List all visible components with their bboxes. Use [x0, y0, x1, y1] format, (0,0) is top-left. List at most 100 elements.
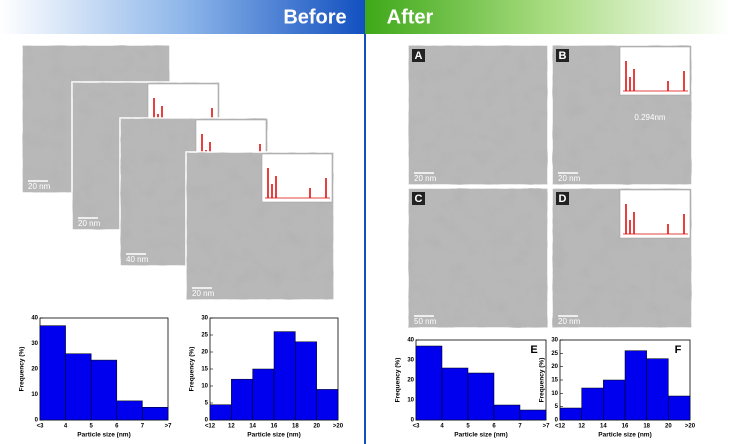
bar — [65, 353, 92, 421]
bar — [581, 387, 604, 421]
x-tick-label: <12 — [205, 424, 216, 430]
y-tick-label: 0 — [555, 418, 559, 424]
y-tick-label: 20 — [551, 364, 558, 370]
scale-text: 20 nm — [414, 174, 437, 183]
bar — [116, 400, 143, 421]
y-axis-label: Frequency (%) — [19, 347, 26, 392]
x-axis-label: Particle size (nm) — [77, 432, 130, 439]
y-tick-label: 10 — [201, 384, 208, 390]
y-tick-label: 10 — [31, 392, 38, 398]
scale-text: 20 nm — [192, 289, 215, 298]
x-tick-label: >7 — [165, 424, 173, 430]
x-tick-label: 7 — [141, 424, 145, 430]
y-tick-label: 30 — [407, 358, 414, 364]
lattice-text: 0.294nm — [634, 113, 665, 122]
bar — [252, 368, 275, 421]
bar — [295, 341, 317, 421]
x-tick-label: 20 — [313, 424, 320, 430]
panel-label: E — [530, 344, 537, 356]
bar — [231, 378, 253, 421]
panel-label: D — [559, 193, 567, 205]
y-tick-label: 5 — [555, 404, 559, 410]
bar — [624, 350, 647, 421]
y-tick-label: 30 — [201, 316, 208, 322]
bar — [668, 395, 691, 421]
y-tick-label: 25 — [551, 351, 558, 357]
bar — [209, 404, 232, 421]
x-tick-label: <12 — [555, 424, 566, 430]
panel-label-bg — [556, 192, 569, 205]
x-tick-label: 16 — [271, 424, 278, 430]
after-banner — [365, 0, 730, 34]
tem-image — [408, 188, 548, 328]
scale-text: 40 nm — [126, 255, 149, 264]
bar — [493, 404, 521, 421]
bar — [316, 389, 339, 421]
y-tick-label: 20 — [201, 350, 208, 356]
x-axis-label: Particle size (nm) — [247, 432, 300, 439]
x-tick-label: 16 — [622, 424, 629, 430]
x-tick-label: 18 — [292, 424, 299, 430]
scale-text: 20 nm — [558, 174, 581, 183]
y-axis-label: Frequency (%) — [539, 358, 546, 403]
y-tick-label: 30 — [551, 338, 558, 344]
x-tick-label: 4 — [440, 424, 444, 430]
x-tick-label: 12 — [578, 424, 585, 430]
panel-label: B — [559, 50, 567, 62]
panel-label-bg — [412, 192, 425, 205]
y-tick-label: 30 — [31, 341, 38, 347]
x-axis-label: Particle size (nm) — [598, 432, 651, 439]
bar — [142, 407, 169, 421]
x-tick-label: >7 — [543, 424, 551, 430]
bar — [90, 359, 118, 421]
y-tick-label: 25 — [201, 333, 208, 339]
scale-text: 20 nm — [78, 219, 101, 228]
bar — [603, 379, 626, 421]
scale-text: 20 nm — [28, 182, 51, 191]
bar — [467, 372, 495, 421]
y-tick-label: 20 — [407, 378, 414, 384]
eds-inset — [619, 46, 691, 96]
panel-label-bg — [556, 49, 569, 62]
x-tick-label: 6 — [492, 424, 496, 430]
y-tick-label: 0 — [411, 418, 415, 424]
panel-label: A — [415, 50, 423, 62]
before-banner — [0, 0, 365, 34]
y-tick-label: 15 — [551, 378, 558, 384]
y-tick-label: 10 — [407, 398, 414, 404]
y-tick-label: 15 — [201, 367, 208, 373]
bar — [39, 325, 66, 421]
x-tick-label: 5 — [90, 424, 94, 430]
after-title: After — [387, 6, 434, 28]
x-tick-label: <3 — [413, 424, 421, 430]
bar — [646, 358, 669, 421]
x-tick-label: 14 — [249, 424, 256, 430]
y-tick-label: 40 — [31, 316, 38, 322]
x-tick-label: >20 — [685, 424, 696, 430]
eds-inset — [619, 189, 691, 239]
before-title: Before — [283, 6, 346, 28]
bar — [415, 345, 443, 421]
bar — [519, 409, 547, 421]
y-tick-label: 20 — [31, 367, 38, 373]
x-tick-label: 18 — [643, 424, 650, 430]
tem-image — [408, 45, 548, 185]
eds-inset — [261, 153, 333, 203]
y-tick-label: 5 — [205, 401, 209, 407]
bar — [559, 407, 582, 421]
scale-text: 50 nm — [414, 317, 437, 326]
x-tick-label: 6 — [115, 424, 119, 430]
x-tick-label: 4 — [64, 424, 68, 430]
y-tick-label: 0 — [205, 418, 209, 424]
y-axis-label: Frequency (%) — [189, 347, 196, 392]
bar — [273, 331, 296, 421]
x-axis-label: Particle size (nm) — [454, 432, 507, 439]
x-tick-label: 20 — [665, 424, 672, 430]
panel-label: F — [675, 344, 682, 356]
x-tick-label: 7 — [518, 424, 522, 430]
y-tick-label: 10 — [551, 391, 558, 397]
bar — [441, 367, 469, 421]
panel-label-bg — [412, 49, 425, 62]
y-tick-label: 40 — [407, 338, 414, 344]
